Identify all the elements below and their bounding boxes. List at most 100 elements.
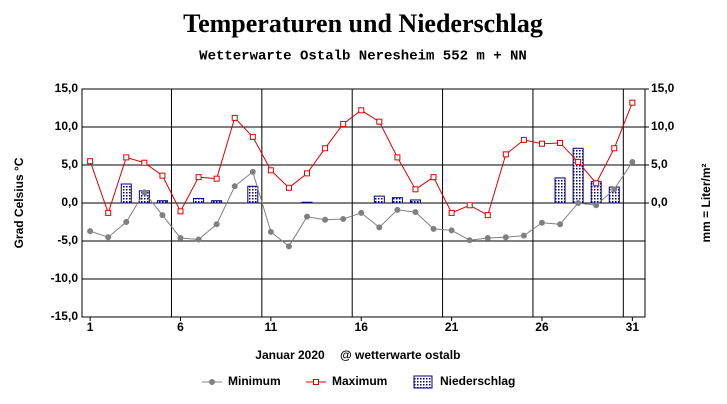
point (538, 219, 545, 226)
x-tick-label: 26 (535, 320, 549, 334)
point (304, 170, 311, 177)
point (340, 120, 347, 127)
x-tick-label: 6 (177, 320, 184, 334)
point (123, 154, 130, 161)
point (141, 159, 148, 166)
y2-tick-label: 5,0 (651, 157, 668, 171)
y-tick-label: -10,0 (51, 271, 79, 285)
point (394, 206, 401, 213)
point (213, 175, 220, 182)
point (358, 209, 365, 216)
bar (373, 195, 385, 204)
point (629, 158, 636, 165)
point (412, 209, 419, 216)
point (141, 189, 148, 196)
chart-subtitle: Wetterwarte Ostalb Neresheim 552 m + NN (199, 49, 527, 65)
y2-tick-label: 15,0 (651, 81, 675, 95)
legend-label: Niederschlag (440, 374, 515, 388)
point (285, 184, 292, 191)
point (448, 227, 455, 234)
point (376, 118, 383, 125)
point (575, 158, 582, 165)
point (322, 216, 329, 223)
point (177, 208, 184, 215)
y-axis-label: Grad Celsius °C (12, 157, 26, 248)
point (430, 225, 437, 232)
bar (211, 200, 223, 204)
x-axis-label: Januar 2020 (255, 348, 325, 362)
point (430, 174, 437, 181)
x-tick-label: 21 (445, 320, 459, 334)
chart-title: Temperaturen und Niederschlag (183, 9, 543, 38)
legend-swatch (413, 375, 433, 389)
legend-marker (209, 379, 215, 385)
legend-label: Maximum (332, 374, 387, 388)
point (575, 200, 582, 206)
point (466, 202, 473, 209)
point (267, 228, 274, 235)
point (267, 167, 274, 174)
point (412, 186, 419, 193)
point (322, 145, 329, 152)
point (394, 154, 401, 161)
point (159, 212, 166, 219)
x-tick-label: 11 (265, 320, 278, 334)
point (105, 209, 112, 216)
point (484, 234, 491, 241)
point (376, 224, 383, 231)
legend-marker (313, 379, 319, 385)
annotation: @ wetterwarte ostalb (340, 348, 460, 362)
point (611, 186, 618, 193)
point (502, 234, 509, 241)
point (340, 215, 347, 222)
y-tick-label: 5,0 (61, 157, 78, 171)
bar (156, 200, 168, 204)
point (304, 213, 311, 220)
y-tick-label: 0,0 (61, 195, 78, 209)
point (629, 99, 636, 106)
point (593, 180, 600, 187)
y-tick-label: 10,0 (55, 119, 79, 133)
point (105, 234, 112, 241)
point (213, 221, 220, 228)
point (87, 228, 94, 235)
bar (120, 183, 132, 204)
y-tick-label: 15,0 (55, 81, 79, 95)
point (231, 183, 238, 190)
point (249, 168, 256, 175)
point (249, 133, 256, 140)
point (466, 237, 473, 244)
point (484, 212, 491, 219)
y2-axis-label: mm = Liter/m² (699, 163, 713, 242)
y2-tick-label: 10,0 (651, 119, 675, 133)
point (557, 221, 564, 228)
point (538, 140, 545, 147)
bar (193, 197, 205, 204)
point (520, 136, 527, 143)
y-tick-label: -5,0 (57, 233, 78, 247)
point (87, 158, 94, 165)
bar (247, 185, 259, 204)
point (502, 151, 509, 158)
point (611, 145, 618, 152)
bar (554, 177, 566, 204)
point (123, 219, 130, 225)
legend-label: Minimum (228, 374, 281, 388)
point (195, 236, 202, 243)
bar (572, 147, 584, 204)
y2-tick-label: 0,0 (651, 195, 668, 209)
point (557, 139, 564, 146)
point (358, 107, 365, 114)
point (285, 243, 292, 250)
point (520, 232, 527, 239)
point (177, 234, 184, 241)
y-tick-label: -15,0 (51, 309, 79, 323)
point (231, 114, 238, 121)
point (448, 209, 455, 216)
bar (391, 197, 403, 204)
x-tick-label: 31 (626, 320, 640, 334)
bar (409, 199, 421, 204)
x-tick-label: 1 (87, 320, 94, 334)
x-tick-label: 16 (355, 320, 369, 334)
